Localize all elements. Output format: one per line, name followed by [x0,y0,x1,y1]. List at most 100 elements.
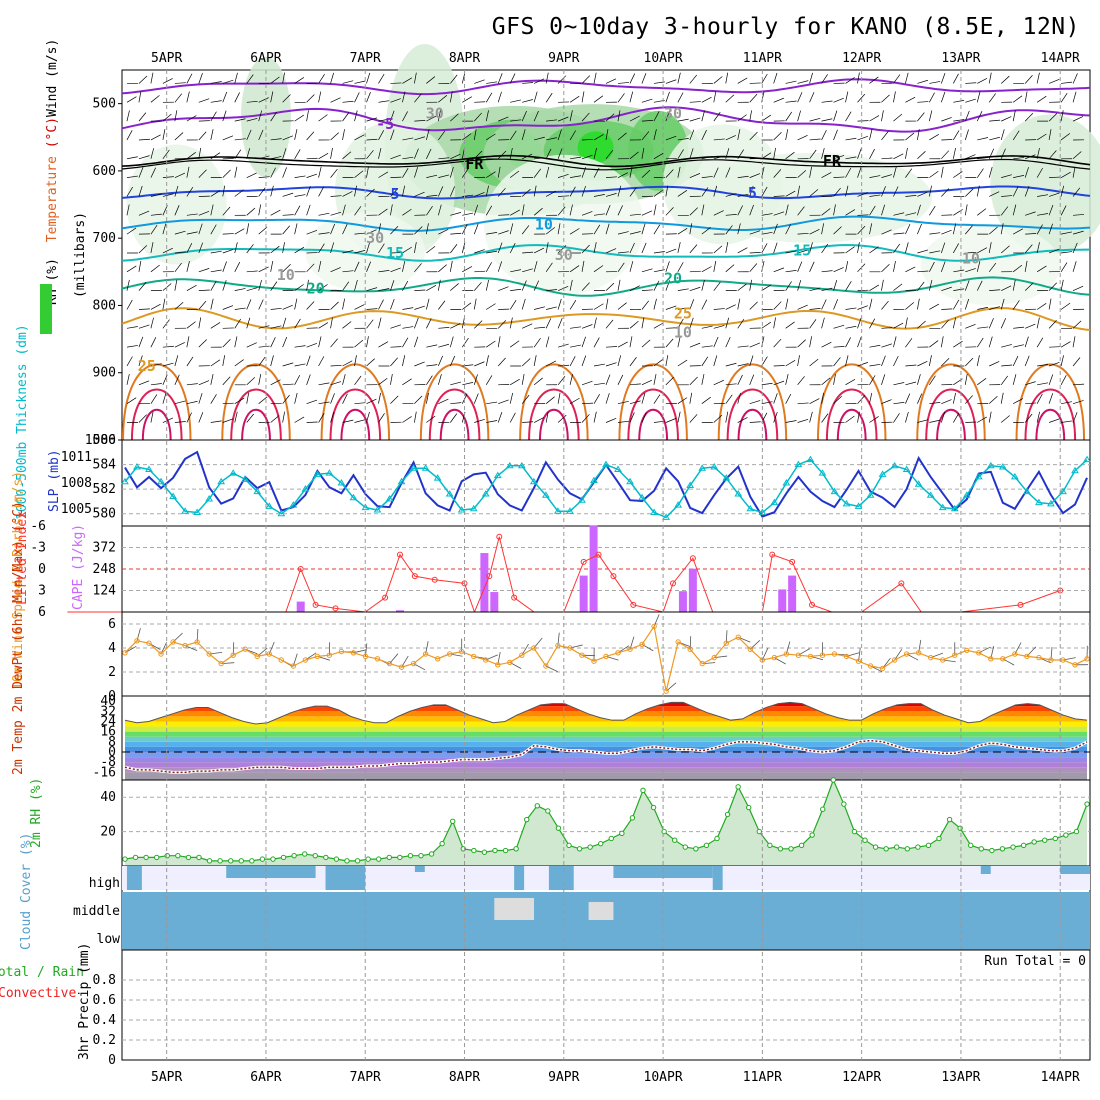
rh2m-point [851,828,858,835]
wind-barb [234,189,244,197]
wind-barb [509,130,517,141]
wind-barb [665,169,674,178]
wind-barb [857,192,868,197]
wind-barb [378,288,390,291]
wind-barb [593,95,604,103]
rh2m-point [185,854,192,861]
wind-barb [797,304,808,310]
thickness-point [602,460,610,468]
rh2m-point [619,830,625,837]
wind10m-point [579,652,585,658]
rh2m-point [576,846,583,852]
wind-barb [222,185,226,197]
wind-barb [282,336,288,348]
wind-barb [1012,355,1019,367]
temp2m-tick: 0 [108,745,116,760]
wind-barb [509,73,516,84]
rh2m-point [946,816,953,823]
wind-barb [713,379,724,386]
wind-barb [330,195,342,197]
wind-barb [186,115,197,122]
wind-barb [222,261,227,272]
wind-barb [198,317,202,329]
wind-barb [342,224,348,235]
rh2m-point [830,777,836,783]
wind-barb [414,191,425,197]
wind-barb [485,279,489,291]
wind-barb [893,166,897,178]
wind-barb [210,152,221,160]
wind-barb [366,336,369,348]
thickness-point [746,504,755,512]
thickness-point [986,461,995,469]
wind-barb [402,378,412,386]
wind-barb [881,327,893,329]
wind-barb [869,363,881,367]
wind-barb [737,205,744,216]
wind-barb [366,166,369,178]
wind-barb [869,76,879,84]
wind-barb [857,362,868,367]
wind-barb [270,325,282,329]
wind-barb [965,268,976,273]
wind-barb [318,322,329,329]
wind-barb [366,411,370,423]
wind-barb [893,153,904,160]
wind-barb [1024,282,1034,291]
wind-barb [354,185,357,197]
li-point [789,558,796,565]
wind-barb [270,307,282,310]
wind-barb [641,120,653,122]
wind-barb [677,411,681,423]
rh2m-point [354,858,361,864]
wind-barb [1072,116,1084,122]
rh2m-point [333,856,340,862]
wind-barb [246,299,252,310]
wind-barb [330,411,335,423]
wind-barb [701,227,711,235]
wind-barb [1060,262,1068,273]
wind-barb [174,110,178,122]
wind-barb [1060,205,1067,216]
slp-tick: 1008 [61,476,92,491]
wind-barb [186,73,193,84]
wind10m-point [314,653,321,660]
wind-barb [641,73,647,84]
wind10m-point [747,646,754,652]
wind-barb [354,250,366,254]
wind-barb [509,317,513,329]
thickness-point [782,479,791,486]
wind-barb [1025,211,1036,216]
wind-barb [701,110,705,122]
wind-barb [366,91,371,103]
wind-barb [725,336,731,348]
thickness-point [566,507,574,514]
wind-barb [905,338,913,348]
wind-barb [941,188,950,197]
wind-barb [1012,110,1016,122]
wind-barb [965,421,977,423]
wind-barb [270,260,274,272]
wind10m-label: 10m Wind Speed & Barbs (m/s) [11,471,26,690]
thickness-point [277,509,286,517]
wind-barb [869,194,881,197]
wind10m-point [495,662,501,668]
wind-barb [689,317,694,329]
wind-barb [737,175,749,178]
lifted-index-label: Lifted Index [15,511,30,605]
wind-barb [533,247,545,254]
wind-barb [593,303,604,310]
wind-barb [569,95,580,103]
wind10m-point [326,652,333,658]
contour-label: FR [823,152,842,170]
wind-barb [258,226,268,235]
contour-label: 25 [674,305,692,323]
wind-barb [138,210,150,216]
wind-barb [653,298,657,310]
rh2m-point [872,844,879,850]
wind-barb [1048,298,1052,310]
wind-barb [797,418,809,423]
wind-barb [941,150,950,160]
